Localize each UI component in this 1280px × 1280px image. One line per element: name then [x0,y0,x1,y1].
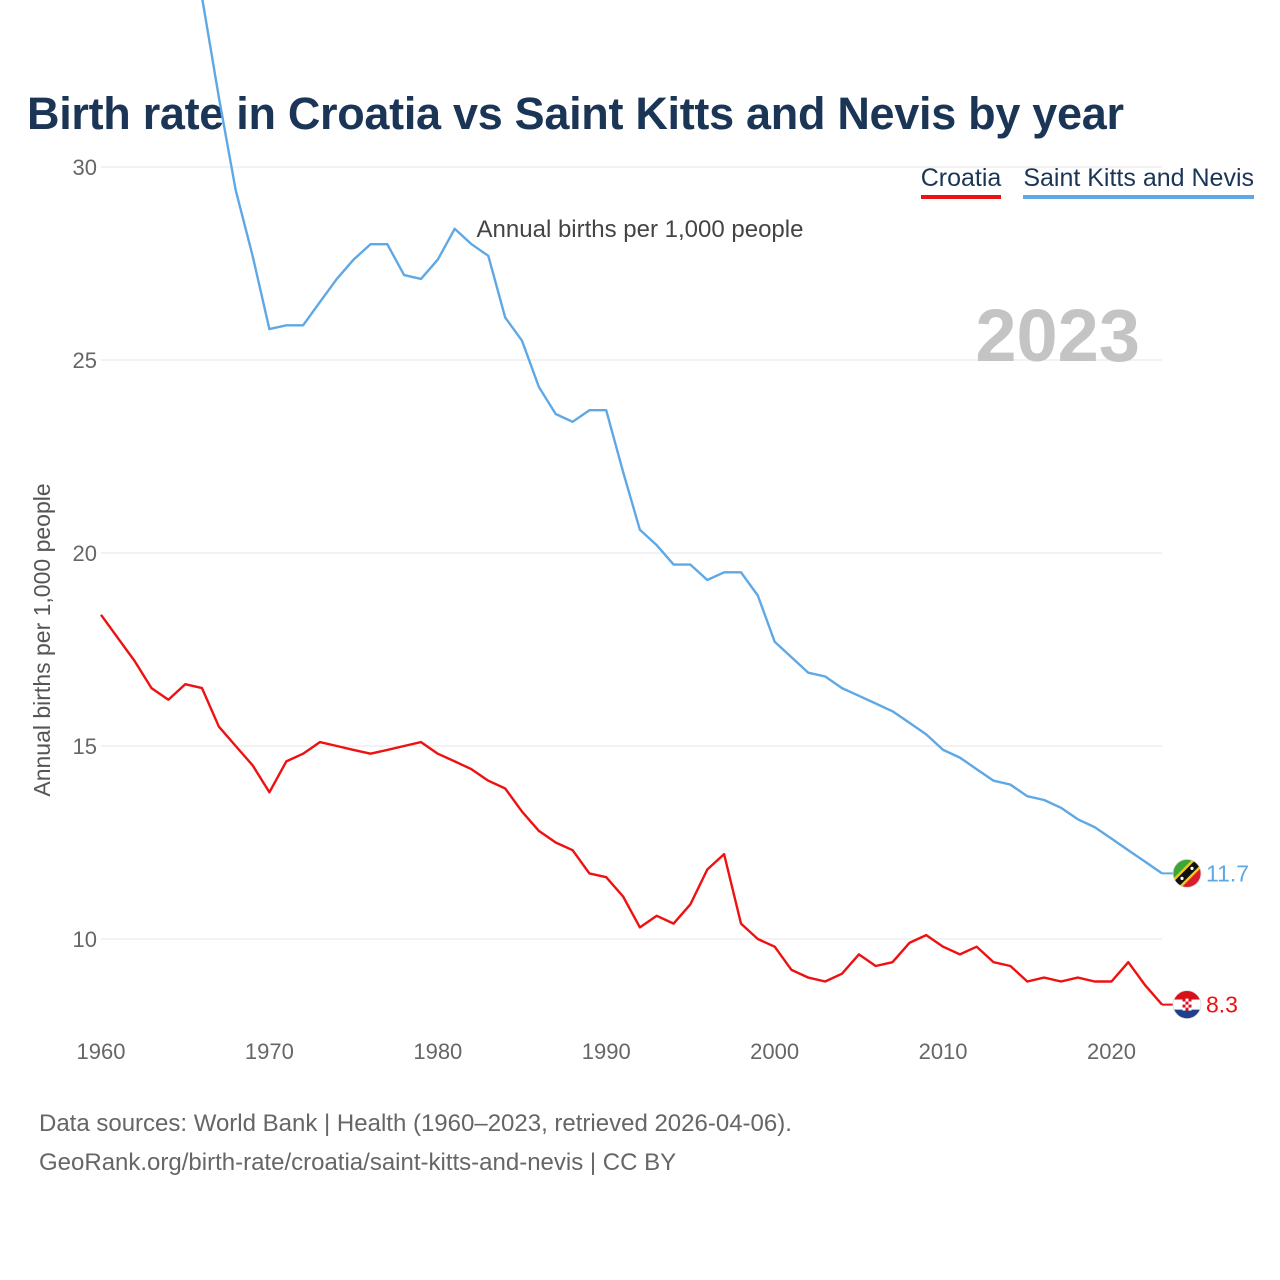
footer: Data sources: World Bank | Health (1960–… [39,1104,792,1182]
flag-icon-croatia [1172,990,1202,1020]
series-lines [100,0,1163,1006]
series-line-saint-kitts-and-nevis[interactable] [101,0,1163,875]
y-tick-label-15: 15 [73,734,97,759]
x-axis-ticks: 1960 1970 1980 1990 2000 2010 2020 [77,1039,1136,1064]
legend: Croatia Saint Kitts and Nevis [920,164,1254,199]
year-watermark: 2023 [975,294,1140,377]
x-tick-label-2000: 2000 [750,1039,799,1064]
chart-subtitle: Annual births per 1,000 people [476,216,804,243]
x-tick-label-2010: 2010 [919,1039,968,1064]
end-value-croatia: 8.3 [1206,992,1238,1018]
x-tick-label-2020: 2020 [1087,1039,1136,1064]
y-tick-label-25: 25 [73,348,97,373]
y-tick-label-10: 10 [73,927,97,952]
legend-item-croatia[interactable]: Croatia [920,164,1002,199]
x-tick-label-1970: 1970 [245,1039,294,1064]
x-tick-label-1960: 1960 [77,1039,126,1064]
chart-title: Birth rate in Croatia vs Saint Kitts and… [27,88,1124,139]
y-axis-label: Annual births per 1,000 people [29,483,55,796]
x-tick-label-1990: 1990 [582,1039,631,1064]
x-tick-label-1980: 1980 [413,1039,462,1064]
y-axis-ticks: 10152025303540 [73,155,97,952]
footer-attribution[interactable]: GeoRank.org/birth-rate/croatia/saint-kit… [39,1149,677,1176]
end-markers: 11.7 8.3 [1162,858,1249,1020]
grid-lines [101,166,1162,940]
flag-icon-saint-kitts-and-nevis [1172,858,1202,888]
footer-sources: Data sources: World Bank | Health (1960–… [39,1110,792,1137]
series-line-croatia[interactable] [100,614,1163,1006]
y-tick-label-20: 20 [73,541,97,566]
y-tick-label-30: 30 [73,155,97,180]
legend-item-saint-kitts-and-nevis[interactable]: Saint Kitts and Nevis [1023,164,1254,199]
end-value-saint-kitts-and-nevis: 11.7 [1206,860,1249,886]
